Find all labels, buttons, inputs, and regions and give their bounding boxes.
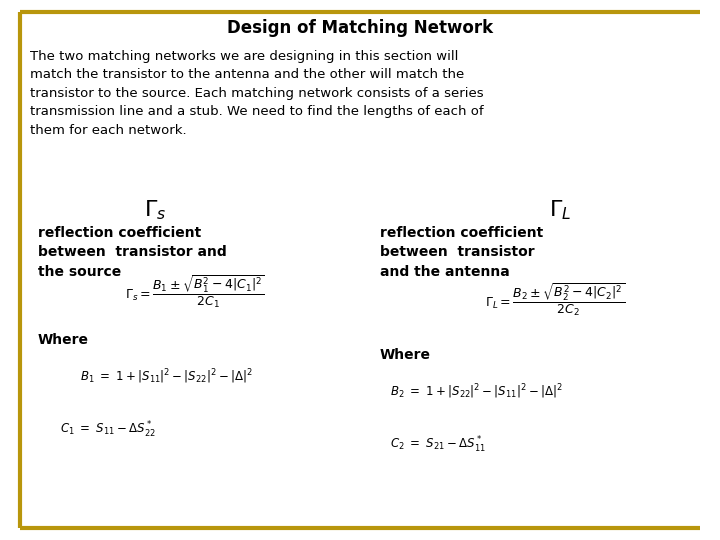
- Text: $C_2 \ = \ S_{21} - \Delta S_{11}^*$: $C_2 \ = \ S_{21} - \Delta S_{11}^*$: [390, 435, 486, 455]
- Text: $\Gamma_s = \dfrac{B_1 \pm \sqrt{B_1^2 - 4|C_1|^2}}{2C_1}$: $\Gamma_s = \dfrac{B_1 \pm \sqrt{B_1^2 -…: [125, 274, 265, 310]
- Text: $B_1 \ = \ 1 + |S_{11}|^2 - |S_{22}|^2 - |\Delta|^2$: $B_1 \ = \ 1 + |S_{11}|^2 - |S_{22}|^2 -…: [80, 368, 253, 386]
- Text: reflection coefficient
between  transistor and
the source: reflection coefficient between transisto…: [38, 226, 227, 279]
- Text: $C_1 \ = \ S_{11} - \Delta S_{22}^*$: $C_1 \ = \ S_{11} - \Delta S_{22}^*$: [60, 420, 156, 440]
- Text: Where: Where: [38, 333, 89, 347]
- Text: Where: Where: [380, 348, 431, 362]
- Text: $\Gamma_L$: $\Gamma_L$: [549, 198, 571, 222]
- Text: The two matching networks we are designing in this section will
match the transi: The two matching networks we are designi…: [30, 50, 484, 137]
- Text: $\Gamma_L = \dfrac{B_2 \pm \sqrt{B_2^2 - 4|C_2|^2}}{2C_2}$: $\Gamma_L = \dfrac{B_2 \pm \sqrt{B_2^2 -…: [485, 282, 625, 319]
- Text: $\Gamma_s$: $\Gamma_s$: [144, 198, 166, 222]
- Text: reflection coefficient
between  transistor
and the antenna: reflection coefficient between transisto…: [380, 226, 544, 279]
- Text: Design of Matching Network: Design of Matching Network: [227, 19, 493, 37]
- Text: $B_2 \ = \ 1 + |S_{22}|^2 - |S_{11}|^2 - |\Delta|^2$: $B_2 \ = \ 1 + |S_{22}|^2 - |S_{11}|^2 -…: [390, 383, 563, 401]
